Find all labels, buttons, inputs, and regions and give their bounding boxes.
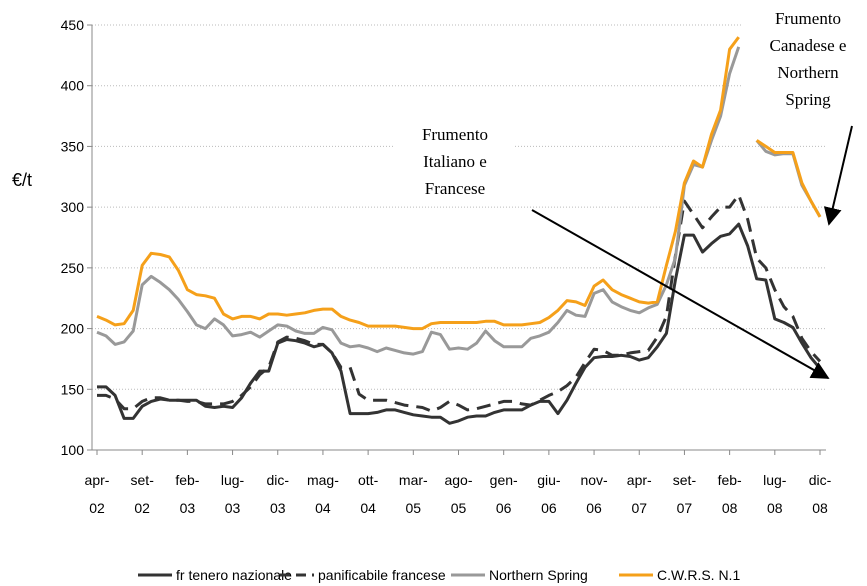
y-axis-label: €/t — [12, 170, 32, 190]
x-tick-label: dic-08 — [809, 472, 832, 516]
y-tick-label: 200 — [61, 321, 85, 337]
x-tick-label: apr-02 — [85, 472, 110, 516]
arrow — [531, 209, 830, 379]
legend: fr tenero nazionale panificabile francese… — [138, 567, 740, 583]
x-tick-label: dic-03 — [266, 472, 289, 516]
x-tick-label: ago-05 — [444, 472, 472, 516]
annotation: Frumento Canadese e Northern Spring — [770, 9, 847, 109]
legend-label: panificabile francese — [318, 567, 446, 583]
annotation-box — [395, 118, 515, 206]
y-tick-label: 300 — [61, 199, 85, 215]
x-tick-label: feb-03 — [175, 472, 199, 516]
x-tick-label: ott-04 — [358, 472, 379, 516]
x-tick-label: gen-06 — [490, 472, 518, 516]
series-line — [96, 36, 822, 331]
y-tick-label: 100 — [61, 442, 85, 458]
y-tick-label: 350 — [61, 138, 85, 154]
legend-label: C.W.R.S. N.1 — [657, 567, 740, 583]
y-tick-label: 450 — [61, 17, 85, 33]
x-tick-label: mag-04 — [307, 472, 339, 516]
x-tick-label: lug-03 — [221, 472, 245, 516]
legend-label: fr tenero nazionale — [176, 567, 292, 583]
lines — [96, 36, 822, 425]
x-tick-label: giu-06 — [537, 472, 561, 516]
x-tick-label: set-02 — [131, 472, 155, 516]
x-tick-label: feb-08 — [718, 472, 742, 516]
x-tick-label: set-07 — [673, 472, 697, 516]
x-tick-label: apr-07 — [627, 472, 652, 516]
y-tick-label: 250 — [61, 260, 85, 276]
axes: 100 150 200 250 300 350 400 450 apr-02 set-02 feb-… — [61, 17, 832, 516]
y-tick-label: 150 — [61, 381, 85, 397]
legend-label: Northern Spring — [489, 567, 588, 583]
series-line — [97, 193, 822, 413]
series-line — [97, 222, 822, 425]
y-tick-label: 400 — [61, 78, 85, 94]
x-tick-label: mar-05 — [399, 472, 428, 516]
annotation: Frumento Italiano e Francese — [422, 125, 488, 198]
annotation-box — [742, 0, 867, 132]
x-tick-label: lug-08 — [763, 472, 787, 516]
arrow — [823, 125, 853, 226]
grid — [92, 24, 826, 390]
x-tick-label: nov-06 — [580, 472, 608, 516]
